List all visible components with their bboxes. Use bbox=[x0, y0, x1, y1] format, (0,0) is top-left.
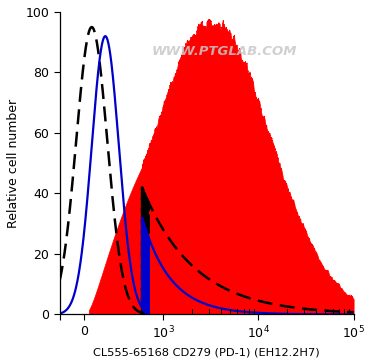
X-axis label: CL555-65168 CD279 (PD-1) (EH12.2H7): CL555-65168 CD279 (PD-1) (EH12.2H7) bbox=[93, 347, 320, 357]
Text: WWW.PTGLAB.COM: WWW.PTGLAB.COM bbox=[152, 45, 297, 58]
Y-axis label: Relative cell number: Relative cell number bbox=[7, 99, 20, 228]
